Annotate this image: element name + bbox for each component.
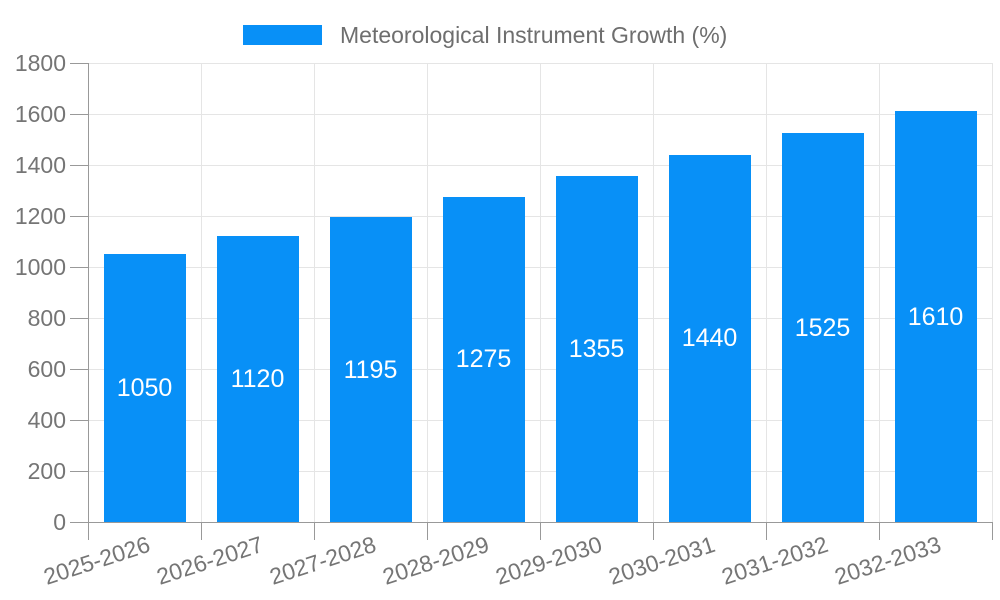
x-gridline: [652, 63, 654, 522]
bar-value-label: 1275: [455, 345, 512, 374]
bar-value-label: 1440: [681, 324, 738, 353]
x-axis-tick: [539, 522, 541, 540]
bar-value-label: 1525: [794, 313, 851, 342]
y-tick-label: 1600: [14, 101, 66, 127]
y-tick-label: 1000: [14, 254, 66, 280]
bar-2032-2033[interactable]: 1610: [894, 111, 977, 522]
x-axis-tick: [313, 522, 315, 540]
y-tick-label: 1400: [14, 152, 66, 178]
x-axis-tick: [991, 522, 993, 540]
x-axis-tick: [878, 522, 880, 540]
y-axis-tick: [70, 266, 88, 268]
bar-value-label: 1050: [116, 374, 173, 403]
x-gridline: [878, 63, 880, 522]
y-tick-label: 1200: [14, 203, 66, 229]
x-axis-line: [88, 521, 992, 523]
x-gridline: [426, 63, 428, 522]
bar-2031-2032[interactable]: 1525: [781, 133, 864, 522]
y-axis-tick: [70, 164, 88, 166]
x-gridline: [991, 63, 993, 522]
y-axis-tick: [70, 419, 88, 421]
x-axis-tick: [200, 522, 202, 540]
x-axis-tick: [652, 522, 654, 540]
bar-value-label: 1120: [230, 365, 285, 394]
x-gridline: [313, 63, 315, 522]
bar-value-label: 1610: [907, 302, 964, 331]
y-axis-tick: [70, 470, 88, 472]
y-tick-label: 1800: [14, 50, 66, 76]
x-gridline: [765, 63, 767, 522]
y-tick-label: 200: [27, 458, 66, 484]
bar-value-label: 1355: [568, 335, 625, 364]
y-axis-tick: [70, 62, 88, 64]
x-axis-tick: [426, 522, 428, 540]
y-axis-tick: [70, 113, 88, 115]
y-tick-label: 0: [53, 509, 66, 535]
y-axis-tick: [70, 521, 88, 523]
bar-2026-2027[interactable]: 1120: [216, 236, 299, 522]
chart-legend: Meteorological Instrument Growth (%): [0, 0, 1000, 56]
y-axis-tick: [70, 368, 88, 370]
bar-2027-2028[interactable]: 1195: [329, 217, 412, 522]
y-tick-label: 400: [27, 407, 66, 433]
legend-label[interactable]: Meteorological Instrument Growth (%): [340, 22, 728, 48]
x-gridline: [200, 63, 202, 522]
x-axis-tick: [87, 522, 89, 540]
legend-swatch-icon[interactable]: [243, 25, 322, 45]
y-tick-label: 800: [27, 305, 66, 331]
y-axis-tick: [70, 215, 88, 217]
y-tick-label: 600: [27, 356, 66, 382]
bar-value-label: 1195: [343, 355, 398, 384]
y-axis-line: [87, 63, 89, 522]
bar-2028-2029[interactable]: 1275: [442, 196, 525, 522]
x-axis-tick: [765, 522, 767, 540]
y-axis-tick: [70, 317, 88, 319]
bar-2025-2026[interactable]: 1050: [103, 254, 186, 522]
bar-2029-2030[interactable]: 1355: [555, 176, 638, 522]
bar-2030-2031[interactable]: 1440: [668, 154, 751, 522]
x-gridline: [539, 63, 541, 522]
